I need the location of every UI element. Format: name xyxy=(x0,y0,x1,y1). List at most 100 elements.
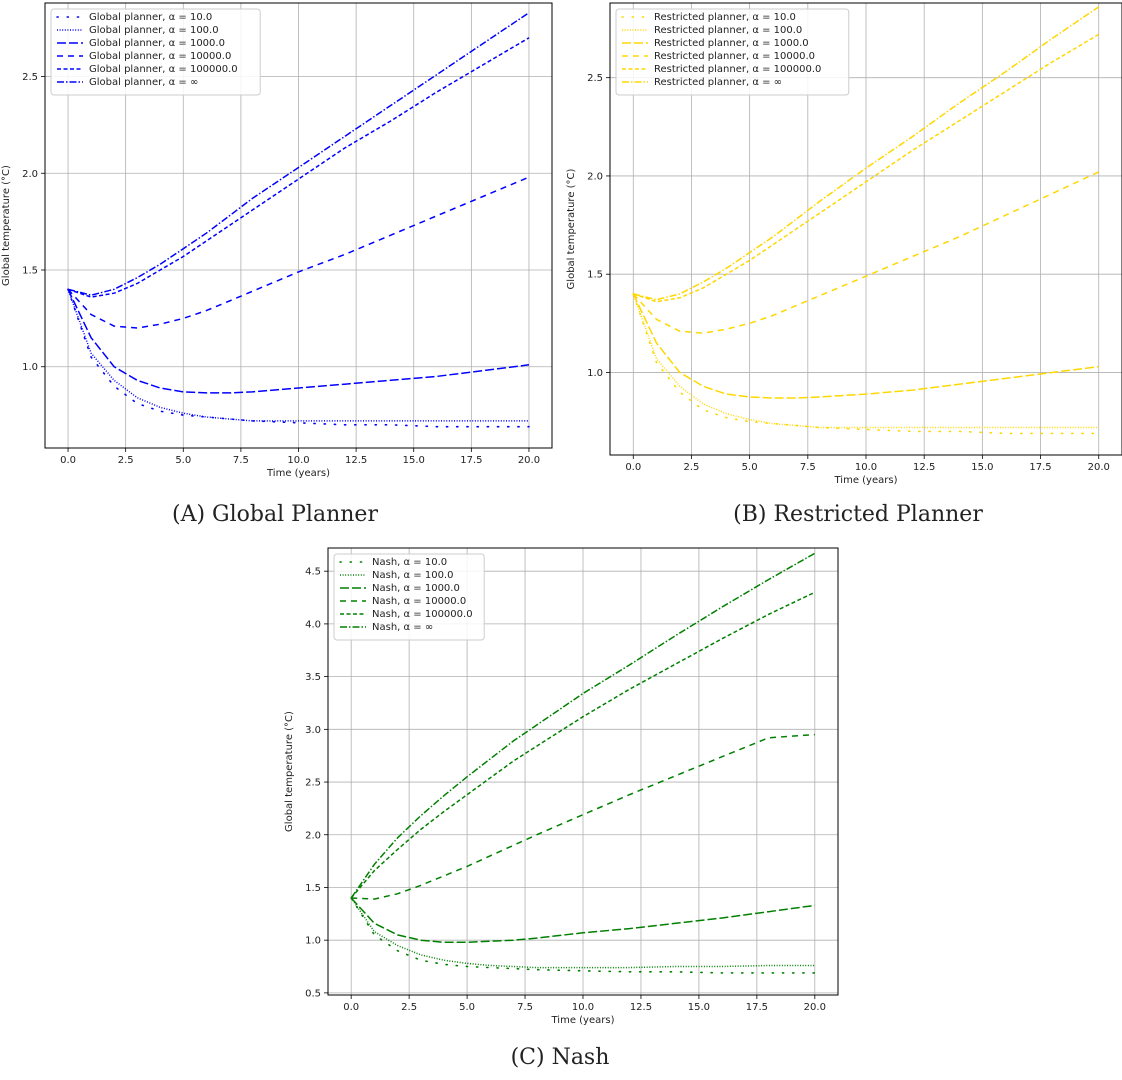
y-axis-label: Global temperature (°C) xyxy=(284,711,295,832)
x-tick-label: 20.0 xyxy=(1088,462,1110,473)
legend: Nash, α = 10.0 Nash, α = 100.0 Nash, α = 1… xyxy=(333,553,485,641)
chart-panel-restricted-planner: 0.0 2.5 5.0 7.5 10.0 12.5 15.0 17.5 20.0 1.0 1.5 2.… xyxy=(566,0,1122,495)
chart-global-planner: 0.0 2.5 5.0 7.5 10.0 12.5 15.0 17.5 20.0 1.0 1.5 2.… xyxy=(1,2,553,479)
x-tick-label: 2.5 xyxy=(401,1002,417,1013)
y-tick-label: 2.0 xyxy=(22,169,38,180)
series-line xyxy=(632,171,1100,334)
legend-label: Restricted planner, α = 10000.0 xyxy=(654,51,815,62)
series-group xyxy=(632,6,1100,435)
x-tick-label: 7.5 xyxy=(233,455,249,466)
legend: Global planner, α = 10.0 Global planner, … xyxy=(50,8,261,96)
legend-label: Restricted planner, α = 100000.0 xyxy=(654,64,821,75)
caption-restricted-planner: (B) Restricted Planner xyxy=(733,502,983,527)
x-tick-label: 15.0 xyxy=(688,1002,710,1013)
series-line xyxy=(632,293,1099,399)
x-tick-label: 10.0 xyxy=(855,462,877,473)
y-tick-label: 4.5 xyxy=(305,567,321,578)
x-axis-label: Time (years) xyxy=(266,468,330,479)
x-tick-label: 10.0 xyxy=(287,455,309,466)
x-tick-label: 7.5 xyxy=(800,462,816,473)
y-tick-label: 2.5 xyxy=(587,73,603,84)
legend-label: Global planner, α = 10.0 xyxy=(89,12,212,23)
legend-box xyxy=(333,553,485,641)
y-axis-label: Global temperature (°C) xyxy=(566,168,577,289)
series-line xyxy=(351,733,815,900)
x-tick-label: 5.0 xyxy=(459,1002,475,1013)
series-line xyxy=(67,37,530,298)
x-axis-label: Time (years) xyxy=(834,475,898,486)
legend-label: Global planner, α = 1000.0 xyxy=(89,38,225,49)
legend-label: Nash, α = 1000.0 xyxy=(372,583,460,594)
x-tick-label: 15.0 xyxy=(403,455,425,466)
legend-label: Nash, α = 100000.0 xyxy=(372,609,473,620)
plot-frame xyxy=(44,2,553,449)
x-tick-label: 20.0 xyxy=(518,455,540,466)
plot-frame xyxy=(327,547,839,996)
y-tick-label: 3.0 xyxy=(305,725,321,736)
series-group xyxy=(350,552,816,974)
legend-label: Global planner, α = 10000.0 xyxy=(89,51,231,62)
series-line xyxy=(67,12,530,296)
x-tick-label: 5.0 xyxy=(742,462,758,473)
legend-label: Restricted planner, α = ∞ xyxy=(654,77,782,88)
series-line xyxy=(350,897,815,969)
y-tick-label: 0.5 xyxy=(305,988,321,999)
y-tick-label: 1.0 xyxy=(22,362,38,373)
x-tick-label: 0.0 xyxy=(60,455,76,466)
series-line xyxy=(632,293,1099,429)
x-tick-label: 12.5 xyxy=(345,455,367,466)
legend-label: Nash, α = ∞ xyxy=(372,622,433,633)
x-tick-label: 10.0 xyxy=(572,1002,594,1013)
x-tick-label: 2.5 xyxy=(118,455,134,466)
series-line xyxy=(67,288,530,394)
y-tick-label: 1.0 xyxy=(587,368,603,379)
series-line xyxy=(350,591,816,899)
chart-nash: 0.0 2.5 5.0 7.5 10.0 12.5 15.0 17.5 20.0 0.5 1.0 1.… xyxy=(284,547,839,1026)
series-line xyxy=(633,33,1100,303)
legend-label: Global planner, α = 100.0 xyxy=(89,25,219,36)
y-tick-label: 2.0 xyxy=(587,171,603,182)
y-tick-label: 1.5 xyxy=(587,270,603,281)
x-tick-label: 20.0 xyxy=(804,1002,826,1013)
y-tick-label: 2.5 xyxy=(305,778,321,789)
legend-label: Global planner, α = 100000.0 xyxy=(89,64,238,75)
y-axis-label: Global temperature (°C) xyxy=(1,165,12,286)
x-tick-label: 0.0 xyxy=(343,1002,359,1013)
x-tick-label: 17.5 xyxy=(460,455,482,466)
legend-box xyxy=(50,8,261,96)
legend-label: Nash, α = 10.0 xyxy=(372,557,447,568)
legend-label: Nash, α = 10000.0 xyxy=(372,596,466,607)
legend-label: Restricted planner, α = 100.0 xyxy=(654,25,802,36)
caption-global-planner: (A) Global Planner xyxy=(172,502,378,527)
y-tick-label: 1.0 xyxy=(305,936,321,947)
series-line xyxy=(350,897,815,944)
chart-restricted-planner: 0.0 2.5 5.0 7.5 10.0 12.5 15.0 17.5 20.0 1.0 1.5 2.… xyxy=(566,2,1122,486)
y-tick-label: 2.5 xyxy=(22,72,38,83)
x-tick-label: 12.5 xyxy=(630,1002,652,1013)
y-tick-label: 3.5 xyxy=(305,672,321,683)
y-tick-label: 2.0 xyxy=(305,830,321,841)
y-tick-label: 1.5 xyxy=(305,883,321,894)
x-tick-label: 0.0 xyxy=(625,462,641,473)
y-tick-label: 4.0 xyxy=(305,619,321,630)
x-tick-label: 12.5 xyxy=(913,462,935,473)
legend-label: Restricted planner, α = 1000.0 xyxy=(654,38,809,49)
legend-label: Restricted planner, α = 10.0 xyxy=(654,12,796,23)
legend-label: Nash, α = 100.0 xyxy=(372,570,453,581)
legend-box xyxy=(615,8,850,96)
x-axis-label: Time (years) xyxy=(551,1015,615,1026)
chart-panel-nash: 0.0 2.5 5.0 7.5 10.0 12.5 15.0 17.5 20.0 0.5 1.0 1.… xyxy=(268,543,848,1043)
caption-nash: (C) Nash xyxy=(510,1045,610,1070)
series-group xyxy=(67,12,530,428)
series-line xyxy=(633,6,1100,301)
legend-label: Global planner, α = ∞ xyxy=(89,77,198,88)
y-tick-label: 1.5 xyxy=(22,266,38,277)
x-tick-label: 17.5 xyxy=(746,1002,768,1013)
series-line xyxy=(67,176,530,329)
series-line xyxy=(632,293,1100,435)
legend: Restricted planner, α = 10.0 Restricted p… xyxy=(615,8,850,96)
x-tick-label: 15.0 xyxy=(971,462,993,473)
x-tick-label: 7.5 xyxy=(517,1002,533,1013)
grid: 0.0 2.5 5.0 7.5 10.0 12.5 15.0 17.5 20.0 1.0 1.5 2.… xyxy=(22,3,552,466)
plot-frame xyxy=(609,2,1122,456)
